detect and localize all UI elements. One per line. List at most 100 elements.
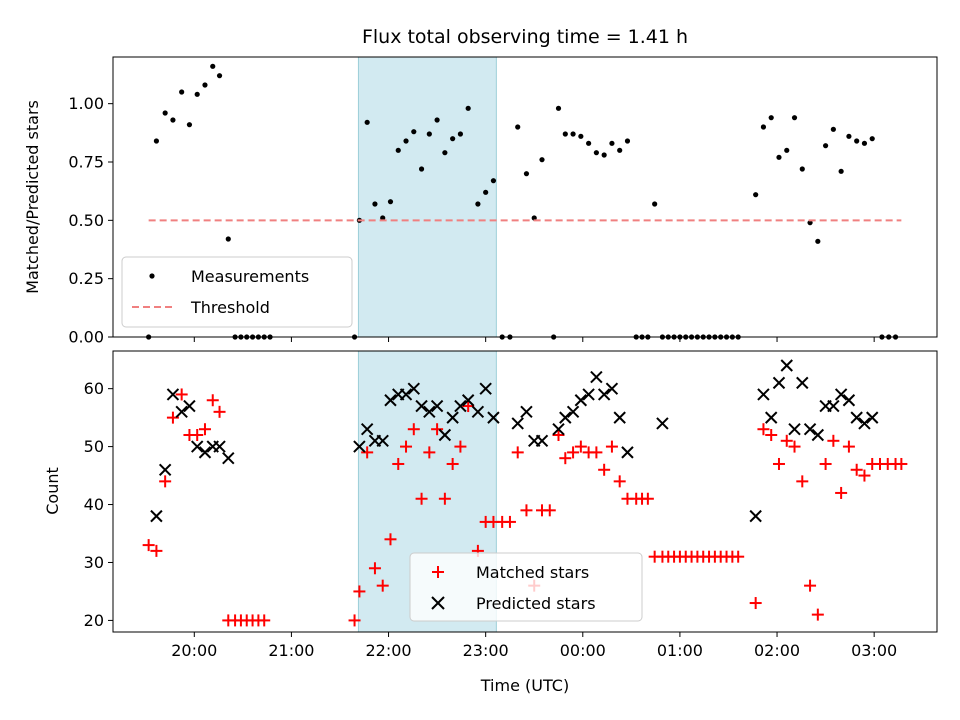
legend-matched-label: Matched stars bbox=[476, 563, 589, 582]
predicted-stars-point bbox=[360, 423, 374, 436]
predicted-stars-point bbox=[415, 399, 428, 413]
predicted-stars-point bbox=[850, 411, 863, 424]
measurements-point bbox=[822, 143, 829, 149]
matched-stars-point bbox=[749, 597, 762, 610]
matched-stars-point bbox=[732, 550, 745, 563]
measurements-point bbox=[403, 138, 409, 144]
matched-stars-point bbox=[827, 434, 840, 447]
matched-stars-point bbox=[462, 400, 475, 413]
count-legend-box bbox=[409, 552, 643, 622]
x-tick-label: 20:00 bbox=[171, 641, 217, 660]
measurements-point bbox=[624, 138, 631, 144]
matched-stars-point bbox=[605, 440, 618, 453]
matched-stars-point bbox=[150, 544, 163, 557]
measurements-point bbox=[555, 105, 562, 111]
matched-stars-point bbox=[641, 492, 654, 505]
x-tick-label: 03:00 bbox=[851, 641, 897, 660]
measurements-point bbox=[364, 119, 370, 125]
matched-stars-point bbox=[213, 405, 226, 418]
predicted-stars-point bbox=[566, 405, 580, 419]
predicted-stars-point bbox=[438, 428, 452, 442]
predicted-stars-point bbox=[559, 411, 572, 424]
y-tick-label: 60 bbox=[84, 379, 104, 398]
matched-stars-point bbox=[258, 614, 271, 627]
count-y-axis-label: Count bbox=[43, 467, 62, 515]
matched-stars-point bbox=[446, 457, 459, 470]
matched-stars-point bbox=[613, 475, 626, 488]
predicted-stars-point bbox=[479, 382, 492, 395]
predicted-stars-point bbox=[749, 509, 762, 523]
matched-stars-point bbox=[423, 446, 436, 459]
measurements-point bbox=[578, 133, 584, 139]
matched-stars-point bbox=[788, 440, 801, 453]
predicted-stars-point bbox=[183, 399, 196, 413]
matched-stars-point bbox=[400, 440, 413, 453]
predicted-stars-point bbox=[780, 359, 793, 372]
measurements-point bbox=[153, 138, 160, 144]
matched-stars-point bbox=[503, 515, 516, 528]
y-tick-label: 30 bbox=[84, 553, 104, 572]
measurements-point bbox=[768, 115, 774, 121]
predicted-stars-point bbox=[827, 399, 840, 413]
ratio-legend-box bbox=[121, 256, 353, 328]
y-tick-label: 0.50 bbox=[68, 211, 104, 230]
matched-stars-point bbox=[438, 492, 451, 505]
measurements-point bbox=[562, 131, 568, 137]
measurements-point bbox=[799, 166, 805, 172]
predicted-stars-point bbox=[811, 428, 825, 442]
predicted-stars-point bbox=[535, 434, 549, 448]
matched-stars-point bbox=[431, 423, 444, 436]
predicted-stars-point bbox=[198, 446, 212, 459]
measurements-point bbox=[162, 110, 168, 116]
ratio-y-axis-label: Matched/Predicted stars bbox=[23, 100, 42, 294]
ratio-highlight-span bbox=[357, 56, 497, 338]
matched-stars-point bbox=[511, 446, 524, 459]
legend-measurements-marker bbox=[149, 273, 155, 279]
predicted-stars-point bbox=[175, 405, 188, 419]
predicted-stars-point bbox=[461, 394, 475, 407]
measurements-point bbox=[570, 131, 576, 137]
x-tick-label: 23:00 bbox=[463, 641, 509, 660]
y-tick-label: 50 bbox=[84, 437, 104, 456]
matched-stars-point bbox=[552, 429, 565, 442]
predicted-stars-point bbox=[407, 382, 421, 395]
matched-stars-point bbox=[590, 446, 603, 459]
x-tick-label: 00:00 bbox=[560, 641, 606, 660]
y-tick-label: 40 bbox=[84, 495, 104, 514]
measurements-point bbox=[652, 201, 658, 207]
matched-stars-point bbox=[198, 423, 211, 436]
measurements-point bbox=[539, 157, 545, 163]
predicted-stars-point bbox=[788, 423, 801, 436]
count-axes-frame bbox=[112, 350, 938, 633]
predicted-stars-point bbox=[399, 388, 413, 401]
count-y-ticks: 20 30 40 50 60 bbox=[84, 379, 113, 630]
predicted-stars-point bbox=[590, 370, 603, 384]
predicted-stars-point bbox=[150, 509, 163, 523]
measurements-point bbox=[225, 236, 231, 242]
predicted-stars-point bbox=[446, 411, 459, 424]
measurements-point bbox=[465, 105, 471, 111]
matched-stars-point bbox=[772, 457, 785, 470]
measurements-point bbox=[531, 215, 537, 221]
y-tick-label: 1.00 bbox=[68, 94, 104, 113]
legend-predicted-label: Predicted stars bbox=[476, 594, 596, 613]
matched-stars-point bbox=[368, 562, 381, 575]
matched-stars-point bbox=[765, 429, 778, 442]
matched-stars-point bbox=[142, 539, 155, 552]
measurements-point bbox=[869, 136, 875, 142]
legend-matched-marker bbox=[432, 566, 444, 578]
y-tick-label: 0.25 bbox=[68, 269, 104, 288]
measurements-point bbox=[776, 154, 782, 160]
matched-stars-point bbox=[842, 440, 855, 453]
measurements-point bbox=[861, 140, 868, 146]
matched-stars-point bbox=[574, 440, 587, 453]
measurements-point bbox=[179, 89, 185, 95]
matched-stars-point bbox=[376, 579, 389, 592]
predicted-stars-point bbox=[423, 405, 436, 419]
count-legend: Matched stars Predicted stars bbox=[409, 552, 643, 622]
predicted-stars-point bbox=[796, 376, 809, 390]
matched-stars-point bbox=[559, 452, 572, 465]
measurements-point bbox=[617, 147, 623, 153]
measurements-point bbox=[791, 115, 798, 121]
x-tick-label: 21:00 bbox=[268, 641, 314, 660]
